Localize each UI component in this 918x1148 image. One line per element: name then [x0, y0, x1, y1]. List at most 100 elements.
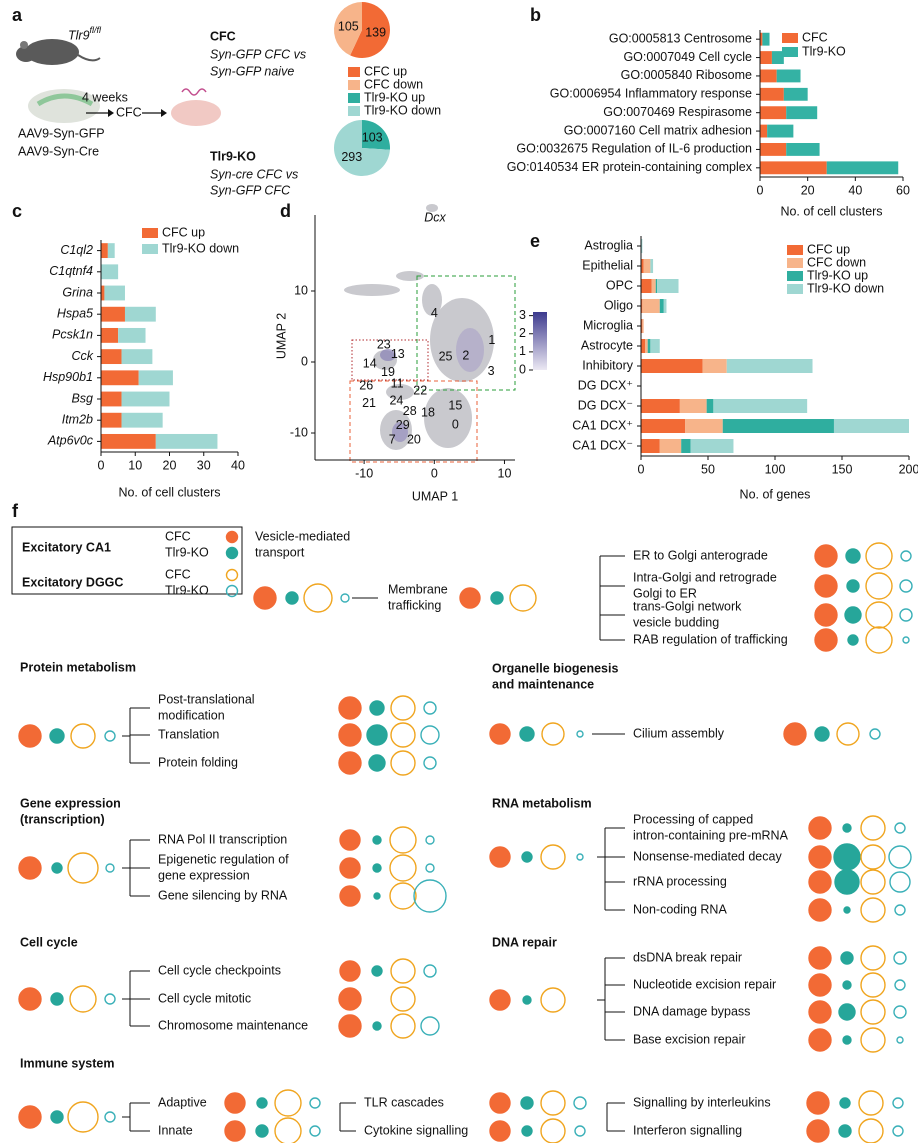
- bar: [641, 419, 685, 433]
- pathway-label: Signalling by interleukins: [633, 1095, 771, 1109]
- bar: [101, 413, 122, 428]
- bubble: [71, 724, 95, 748]
- bubble: [105, 1112, 115, 1122]
- bubble: [70, 986, 96, 1012]
- pathway-label: Post-translational: [158, 692, 255, 706]
- y-tick-label: C1qtnf4: [49, 264, 93, 278]
- bar: [644, 259, 651, 273]
- pathway-label: Protein folding: [158, 755, 238, 769]
- y-tick-label: Microglia: [583, 318, 633, 332]
- bubble: [815, 727, 829, 741]
- y-tick-label: CA1 DCX⁺: [572, 418, 633, 432]
- cluster-label: 21: [362, 396, 376, 410]
- pathway-label: Chromosome maintenance: [158, 1018, 308, 1032]
- pathway-label: Epigenetic regulation of: [158, 852, 289, 866]
- bubble: [843, 981, 851, 989]
- colorbar-tick-label: 2: [519, 326, 526, 340]
- bubble: [861, 870, 885, 894]
- group-title: Protein metabolism: [20, 660, 136, 674]
- panel-letter: e: [530, 231, 540, 251]
- legend-label: Tlr9-KO down: [364, 103, 441, 117]
- y-tick-label: Hsp90b1: [43, 370, 93, 384]
- legend-swatch: [142, 244, 158, 254]
- pathway-label: DNA damage bypass: [633, 1004, 750, 1018]
- group-title: RNA metabolism: [492, 796, 592, 810]
- x-axis-label: No. of cell clusters: [118, 485, 220, 499]
- cluster-label: 25: [439, 349, 453, 363]
- bubble: [866, 573, 892, 599]
- x-axis-label: UMAP 1: [412, 489, 458, 503]
- group-title: Gene expression: [20, 796, 121, 810]
- panel-letter: b: [530, 5, 541, 25]
- y-tick-label: GO:0007160 Cell matrix adhesion: [564, 123, 752, 137]
- cluster-label: 15: [448, 398, 462, 412]
- bubble: [809, 974, 831, 996]
- pathway-label: Interferon signalling: [633, 1123, 742, 1137]
- bubble: [490, 847, 510, 867]
- bar: [101, 307, 125, 322]
- legend-swatch: [782, 47, 798, 57]
- y-tick-label: GO:0032675 Regulation of IL-6 production: [516, 142, 752, 156]
- pathway-label: trans-Golgi network: [633, 599, 742, 613]
- cluster-label: 3: [488, 364, 495, 378]
- x-tick-label: 10: [128, 458, 142, 472]
- virus-label: AAV9-Syn-GFP: [18, 126, 105, 140]
- legend-label: CFC up: [364, 64, 407, 78]
- bar: [652, 279, 656, 293]
- bubble: [52, 863, 62, 873]
- pathway-label: dsDNA break repair: [633, 950, 742, 964]
- bubble: [890, 872, 910, 892]
- condition-label: CFC: [116, 105, 142, 119]
- group-title: transport: [255, 545, 305, 559]
- bubble: [859, 1119, 883, 1143]
- cluster-label: 18: [421, 405, 435, 419]
- legend-label: CFC down: [807, 255, 866, 269]
- bar: [760, 106, 786, 119]
- cluster-label: 23: [377, 337, 391, 351]
- y-tick-label: Cck: [71, 349, 93, 363]
- pathway-label: Golgi to ER: [633, 586, 697, 600]
- x-tick-label: -10: [355, 466, 373, 480]
- comparison-title: CFC: [210, 29, 236, 43]
- pathway-label: rRNA processing: [633, 874, 727, 888]
- bubble: [225, 1093, 245, 1113]
- bar: [101, 286, 104, 301]
- bubble: [861, 1000, 885, 1024]
- pathway-label: gene expression: [158, 868, 250, 882]
- bubble: [577, 854, 583, 860]
- bubble: [809, 947, 831, 969]
- bar: [101, 264, 118, 279]
- bar: [834, 419, 909, 433]
- y-tick-label: GO:0005813 Centrosome: [609, 31, 752, 45]
- bubble: [574, 1097, 586, 1109]
- bar: [648, 339, 651, 353]
- bar: [642, 319, 643, 333]
- bar: [101, 434, 156, 449]
- pathway-label: trafficking: [388, 598, 441, 612]
- legend-label: CFC up: [162, 225, 205, 239]
- bubble: [848, 635, 858, 645]
- comparison-line: Syn-cre CFC vs: [210, 167, 298, 181]
- pie-value-label: 103: [362, 131, 383, 145]
- bar: [660, 299, 664, 313]
- bubble: [866, 627, 892, 653]
- bubble: [809, 899, 831, 921]
- bubble: [50, 729, 64, 743]
- bar: [707, 399, 714, 413]
- panel-letter: c: [12, 201, 22, 221]
- bubble: [815, 629, 837, 651]
- bar: [680, 399, 707, 413]
- pathway-label: Cell cycle checkpoints: [158, 963, 281, 977]
- bubble: [391, 959, 415, 983]
- bubble: [839, 1125, 851, 1137]
- bubble: [424, 702, 436, 714]
- bubble: [522, 852, 532, 862]
- bubble: [893, 1098, 903, 1108]
- bubble: [286, 592, 298, 604]
- bubble: [391, 987, 415, 1011]
- bubble: [542, 723, 564, 745]
- bubble: [895, 980, 905, 990]
- pathway-label: Cell cycle mitotic: [158, 991, 251, 1005]
- bubble: [809, 1001, 831, 1023]
- pie-value-label: 105: [338, 19, 359, 33]
